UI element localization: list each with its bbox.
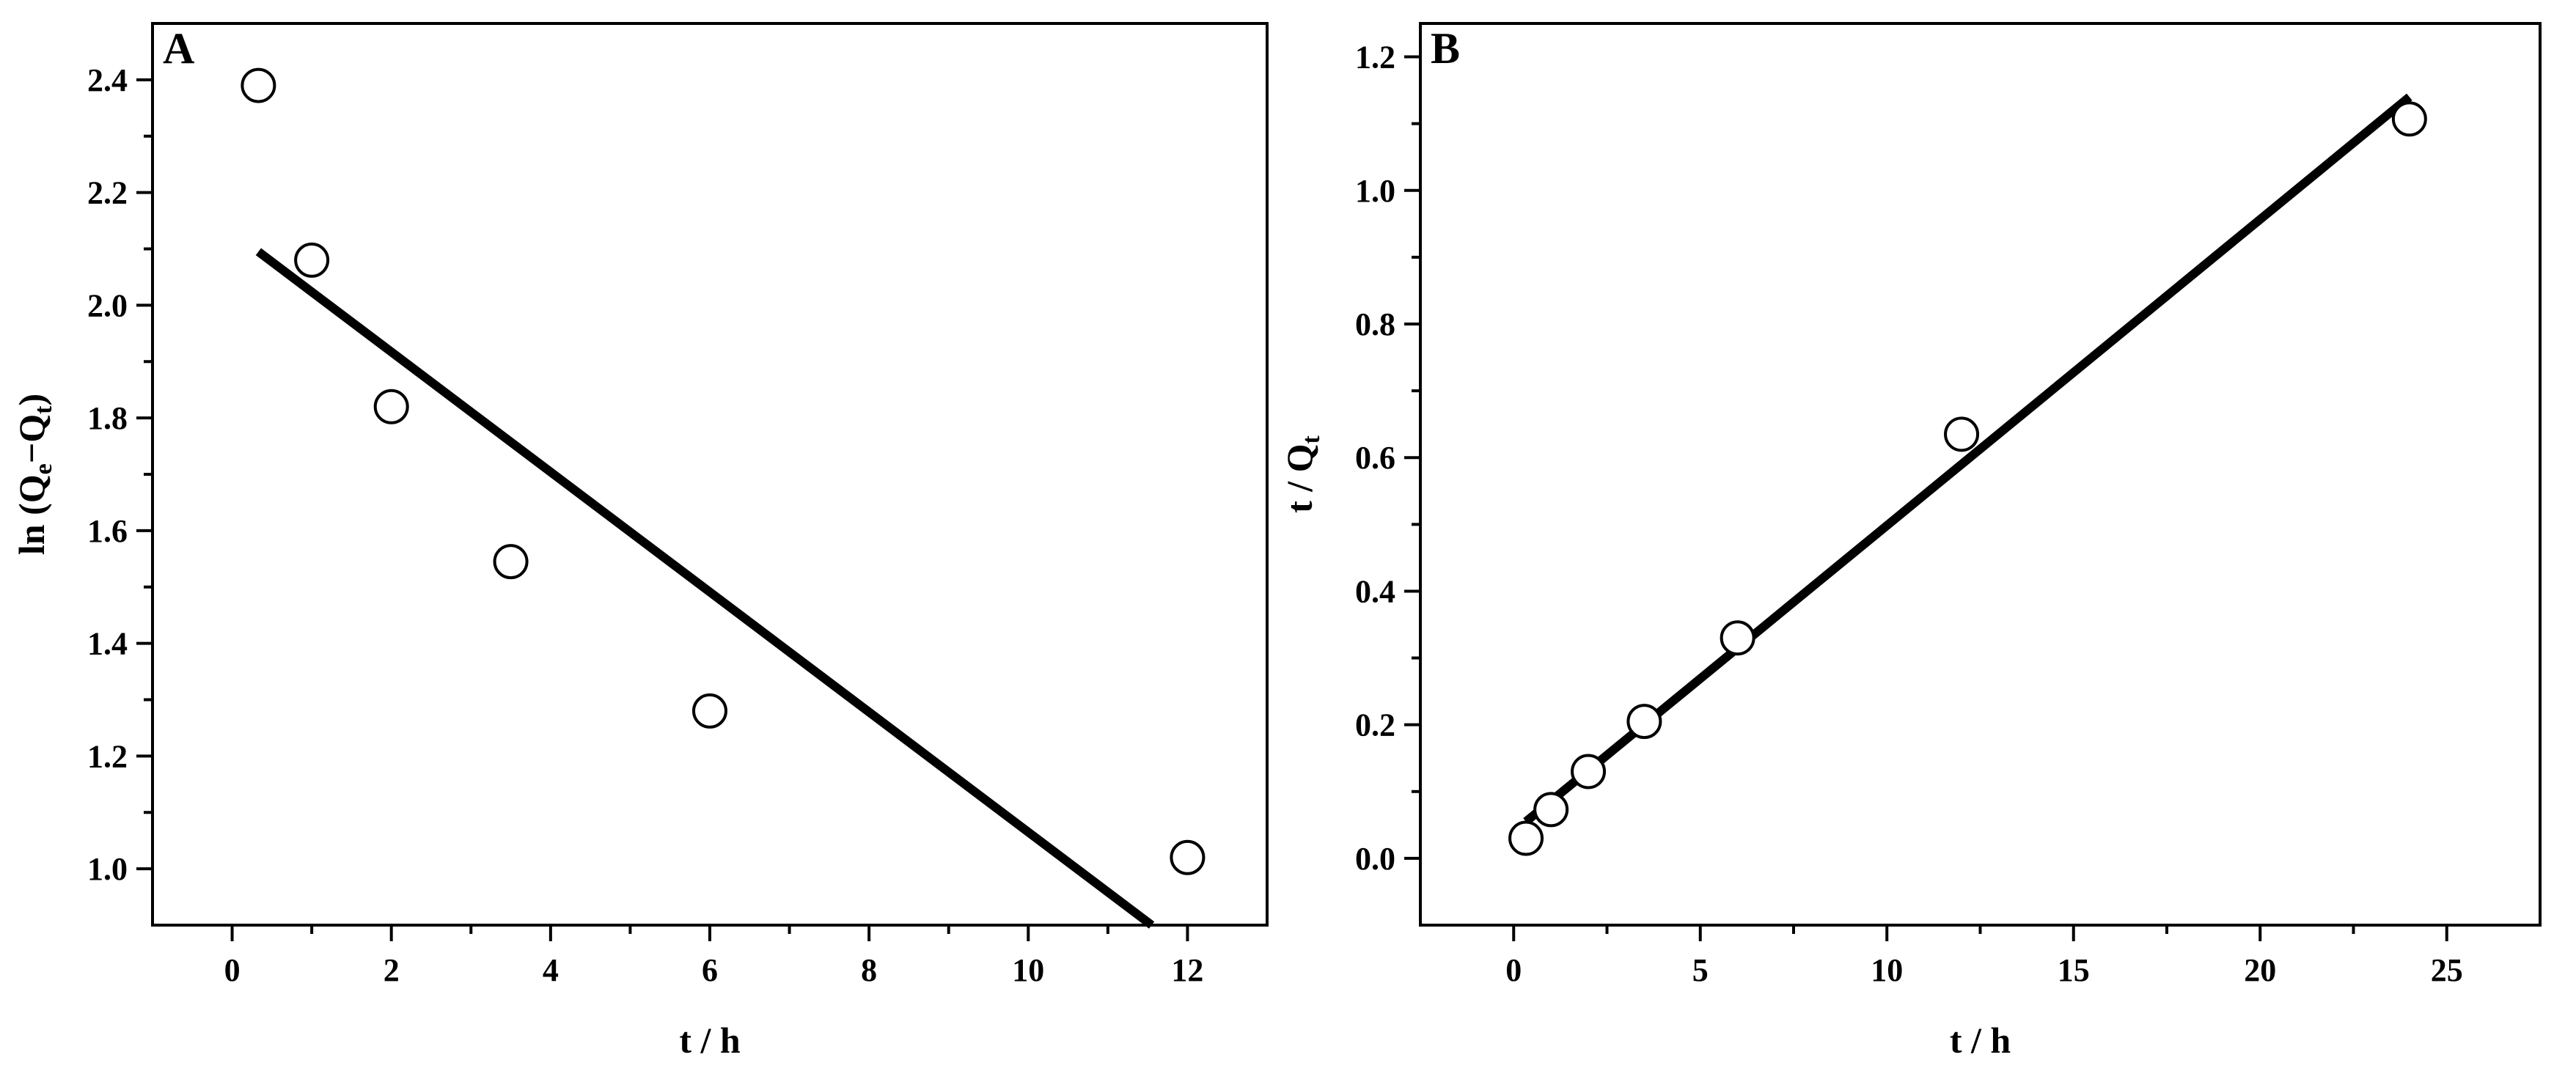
panel-b-data-point bbox=[1626, 704, 1662, 740]
panel-a-x-tick-label: 12 bbox=[1171, 952, 1203, 988]
panel-a-y-tick-label: 2.2 bbox=[87, 175, 128, 211]
panel-b-data-point bbox=[2391, 101, 2427, 137]
panel-a-data-point bbox=[493, 544, 529, 580]
panel-a-x-axis-label: t / h bbox=[679, 1020, 741, 1061]
panel-a-y-tick-label: 2.0 bbox=[87, 287, 128, 323]
panel-a-x-tick-label: 6 bbox=[702, 952, 718, 988]
panel-b-y-tick-label: 1.2 bbox=[1355, 40, 1395, 76]
panel-b-plot-frame bbox=[1419, 22, 2542, 927]
panel-a-y-tick-label: 1.0 bbox=[87, 851, 128, 887]
panel-a-label: A bbox=[163, 24, 194, 73]
panel-a-data-point bbox=[373, 389, 409, 424]
panel-b-x-tick-label: 20 bbox=[2244, 952, 2276, 988]
panel-b-chart: B t / h t / Qt 0 5 10 15 20 25 0.0 0.2 0.4 0.6 0.8… bbox=[1279, 22, 2542, 1061]
panel-b-label: B bbox=[1431, 24, 1460, 73]
panel-b-y-tick-label: 0.8 bbox=[1355, 306, 1395, 342]
panel-b-x-tick-label: 0 bbox=[1505, 952, 1522, 988]
panel-a-x-tick-label: 0 bbox=[224, 952, 241, 988]
panel-b-x-axis-label: t / h bbox=[1950, 1020, 2011, 1061]
panel-a-data-point bbox=[1170, 839, 1206, 875]
panel-b-y-tick-label: 1.0 bbox=[1355, 173, 1395, 209]
panel-a-y-tick-label: 1.8 bbox=[87, 400, 128, 436]
panel-a-data-point bbox=[692, 693, 727, 729]
panel-a-plot-frame bbox=[151, 22, 1269, 927]
panel-b-fit-line bbox=[1523, 93, 2412, 825]
panel-b-data-point bbox=[1720, 620, 1755, 656]
panel-a-y-axis-label: ln (Qe−Qt) bbox=[11, 394, 57, 555]
panel-a-x-tick-label: 10 bbox=[1012, 952, 1044, 988]
panel-b-y-tick-label: 0.4 bbox=[1355, 573, 1395, 609]
panel-a-data-point bbox=[294, 242, 330, 278]
panel-a-y-tick-label: 1.6 bbox=[87, 513, 128, 549]
ylabel-part-0: ln (Q bbox=[11, 474, 52, 555]
ylabel-part-3: t bbox=[30, 405, 57, 414]
ylabel-part-2: −Q bbox=[11, 414, 52, 463]
panel-a-x-tick-label: 8 bbox=[861, 952, 877, 988]
panel-b-data-point bbox=[1508, 820, 1544, 856]
panel-a-y-tick-label: 1.2 bbox=[87, 738, 128, 774]
panel-a-data-point bbox=[241, 67, 276, 103]
panel-b-data-point bbox=[1571, 754, 1607, 790]
panel-b-y-axis-label: t / Qt bbox=[1279, 435, 1325, 512]
panel-a-chart: A t / h ln (Qe−Qt) 0 2 4 6 8 10 12 1.0 1.2 1.4 1.6… bbox=[11, 22, 1269, 1061]
panel-b-x-tick-label: 5 bbox=[1692, 952, 1709, 988]
panel-b-y-tick-label: 0.0 bbox=[1355, 841, 1395, 877]
ylabel-part-0: t / Q bbox=[1279, 444, 1320, 512]
panel-b-x-tick-label: 10 bbox=[1871, 952, 1903, 988]
panel-a-x-tick-label: 4 bbox=[543, 952, 559, 988]
ylabel-part-4: ) bbox=[11, 394, 52, 406]
panel-b-data-point bbox=[1944, 416, 1980, 452]
panel-a-y-tick-label: 2.4 bbox=[87, 62, 128, 98]
panel-a-fit-line bbox=[255, 248, 1155, 929]
panel-b-y-tick-label: 0.6 bbox=[1355, 440, 1395, 476]
panel-b-x-tick-label: 25 bbox=[2431, 952, 2463, 988]
panel-a-x-tick-label: 2 bbox=[384, 952, 400, 988]
panel-a-y-tick-label: 1.4 bbox=[87, 626, 128, 662]
ylabel-part-1: t bbox=[1298, 435, 1325, 444]
panel-b-x-tick-label: 15 bbox=[2058, 952, 2090, 988]
panel-b-data-point bbox=[1533, 792, 1569, 828]
ylabel-part-1: e bbox=[30, 463, 57, 474]
panel-b-y-tick-label: 0.2 bbox=[1355, 707, 1395, 743]
